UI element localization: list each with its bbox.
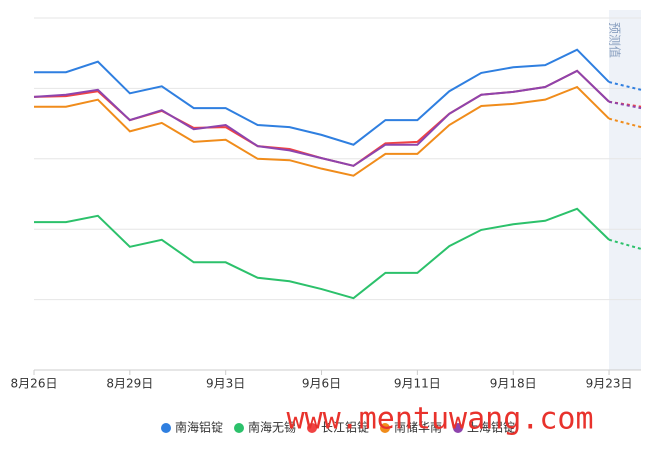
x-tick-label: 9月11日 xyxy=(394,377,441,391)
legend-label: 长江铝锭 xyxy=(321,420,369,435)
legend-marker xyxy=(453,423,463,433)
legend-marker xyxy=(380,423,390,433)
forecast-line xyxy=(608,100,642,108)
x-tick-label: 9月3日 xyxy=(206,377,245,391)
x-tick-label: 8月26日 xyxy=(11,377,58,391)
line xyxy=(34,85,610,177)
legend-label: 南储华南 xyxy=(394,420,442,435)
legend-marker xyxy=(234,423,244,433)
legend-marker xyxy=(307,423,317,433)
forecast-band xyxy=(609,10,641,370)
watermark: www.mentuwang.com xyxy=(286,402,593,437)
line xyxy=(34,207,610,300)
legend-marker xyxy=(161,423,171,433)
x-tick-label: 9月23日 xyxy=(586,377,633,391)
legend-label: 南海铝锭 xyxy=(175,420,223,435)
x-tick-label: 8月29日 xyxy=(106,377,153,391)
line xyxy=(34,48,610,146)
line xyxy=(33,69,610,167)
legend-label: 上海铝锭 xyxy=(467,420,515,435)
x-tick-label: 9月6日 xyxy=(302,377,341,391)
x-tick-label: 9月18日 xyxy=(490,377,537,391)
legend-label: 南海无锡 xyxy=(248,420,296,435)
forecast-label: 预测值 xyxy=(608,22,623,58)
